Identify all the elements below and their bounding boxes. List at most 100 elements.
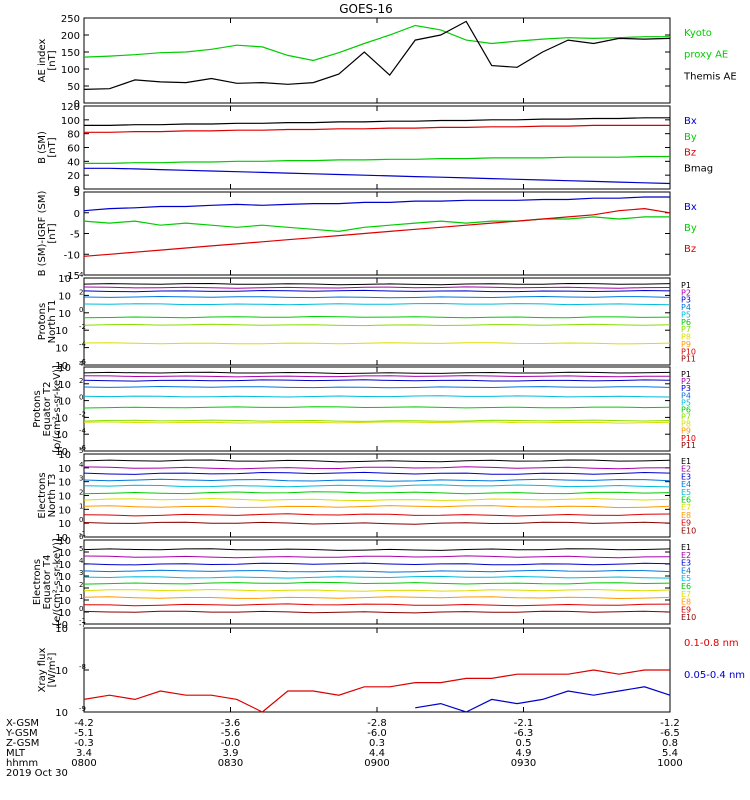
legend-label: P10 (681, 347, 696, 356)
y-tick-label: 10 (58, 536, 71, 547)
footer-value: 0.5 (516, 738, 532, 749)
y-tick-exponent: -1 (79, 617, 86, 625)
channel-line (83, 459, 671, 463)
legend-label: P11 (681, 355, 696, 364)
channel-line (83, 603, 671, 607)
y-tick-label: 10 (58, 450, 71, 461)
y-tick-exponent: -9 (79, 705, 86, 713)
legend-label: P5 (681, 310, 691, 319)
y-axis-label: Equator T2 (42, 382, 53, 437)
footer-value: -2.8 (367, 718, 387, 729)
y-tick-label: 10 (58, 548, 71, 559)
channel-line (83, 610, 671, 614)
channel-line (83, 575, 671, 579)
legend-label: Themis AE (683, 71, 737, 82)
y-tick-label: 10 (55, 361, 68, 372)
series-line (83, 216, 670, 233)
y-tick-exponent: 3 (79, 569, 83, 577)
footer-value: -0.0 (221, 738, 241, 749)
y-tick-exponent: -8 (79, 663, 86, 671)
footer-value: 0800 (71, 758, 96, 769)
legend-label: P3 (681, 384, 691, 393)
legend-label: P6 (681, 405, 691, 414)
y-tick-label: 20 (67, 171, 80, 182)
y-axis-label: Xray flux (37, 648, 48, 693)
channel-line (83, 562, 671, 566)
y-tick-exponent: 1 (79, 502, 83, 510)
channel-line (83, 395, 671, 398)
legend-label: P1 (681, 281, 691, 290)
channel-line (83, 596, 671, 600)
y-tick-exponent: -6 (79, 358, 87, 366)
series-line (83, 669, 670, 713)
channel-line (83, 315, 671, 319)
y-tick-label: 0 (74, 99, 80, 110)
y-axis-label: [W/m²] (47, 652, 58, 687)
channel-line (83, 466, 671, 470)
y-tick-label: 10 (58, 608, 71, 619)
legend-label: P9 (681, 340, 691, 349)
footer-value: -0.3 (74, 738, 94, 749)
y-axis-label: [nT] (47, 223, 58, 243)
channel-line (83, 323, 671, 327)
channel-line (83, 302, 671, 306)
channel-line (83, 588, 671, 592)
y-axis-label: AE index (37, 39, 48, 83)
footer-row-label: Z-GSM (6, 738, 39, 749)
y-tick-label: 50 (67, 82, 80, 93)
panel-frame (83, 453, 671, 538)
legend-label: E6 (681, 582, 691, 591)
footer-row-label: Y-GSM (5, 728, 38, 739)
channel-line (83, 419, 671, 422)
y-axis-label: [nT] (47, 137, 58, 157)
legend-label: P10 (681, 434, 696, 443)
footer-value: 3.4 (76, 748, 92, 759)
y-tick-label: -10 (64, 250, 80, 261)
channel-line (83, 295, 671, 299)
channel-line (83, 478, 671, 482)
footer-value: -6.3 (514, 728, 534, 739)
legend-label: E6 (681, 496, 691, 505)
legend-label: P2 (681, 377, 691, 386)
panel-4: Protons Equator T2 [p/(cm²-s-sr-keV)]10 -6 1… (32, 360, 696, 458)
y-tick-exponent: 4 (79, 461, 84, 469)
legend-label: P4 (681, 391, 691, 400)
panel-7: Xray flux [W/m²]10-910-810 -70.1-0.8 nm0.0… (37, 621, 745, 719)
channel-line (83, 498, 671, 502)
channel-line (83, 289, 671, 293)
y-tick-label: 0 (74, 209, 80, 220)
y-tick-label: 10 (55, 620, 68, 631)
footer-value: 4.4 (369, 748, 385, 759)
footer-value: 5.4 (662, 748, 678, 759)
y-tick-label: 0 (74, 185, 80, 196)
channel-line (83, 581, 671, 585)
y-tick-exponent: 4 (79, 360, 84, 368)
legend-label: E7 (681, 503, 691, 512)
legend-label: E4 (681, 480, 691, 489)
channel-line (83, 491, 671, 495)
legend-label: E5 (681, 488, 691, 497)
legend-label: P1 (681, 370, 691, 379)
y-tick-label: 10 (55, 430, 68, 441)
y-tick-label: 10 (58, 560, 71, 571)
y-axis-label: Equator T4 (42, 555, 53, 610)
footer-value: 0830 (218, 758, 243, 769)
y-tick-label: 200 (61, 31, 80, 42)
legend-label: E3 (681, 559, 691, 568)
series-line (415, 686, 671, 713)
footer-row-label: hhmm (6, 758, 38, 769)
channel-line (83, 505, 671, 509)
channel-line (83, 286, 671, 289)
footer-value: -6.5 (660, 728, 680, 739)
channel-line (83, 371, 671, 375)
footer-value: -6.0 (367, 728, 387, 739)
footer-value: 0.8 (662, 738, 678, 749)
y-tick-exponent: 1 (79, 593, 83, 601)
legend-label: E9 (681, 605, 691, 614)
y-tick-label: 10 (58, 572, 71, 583)
footer-value: 0900 (364, 758, 389, 769)
y-tick-exponent: -7 (79, 621, 86, 629)
y-tick-exponent: 5 (79, 545, 83, 553)
